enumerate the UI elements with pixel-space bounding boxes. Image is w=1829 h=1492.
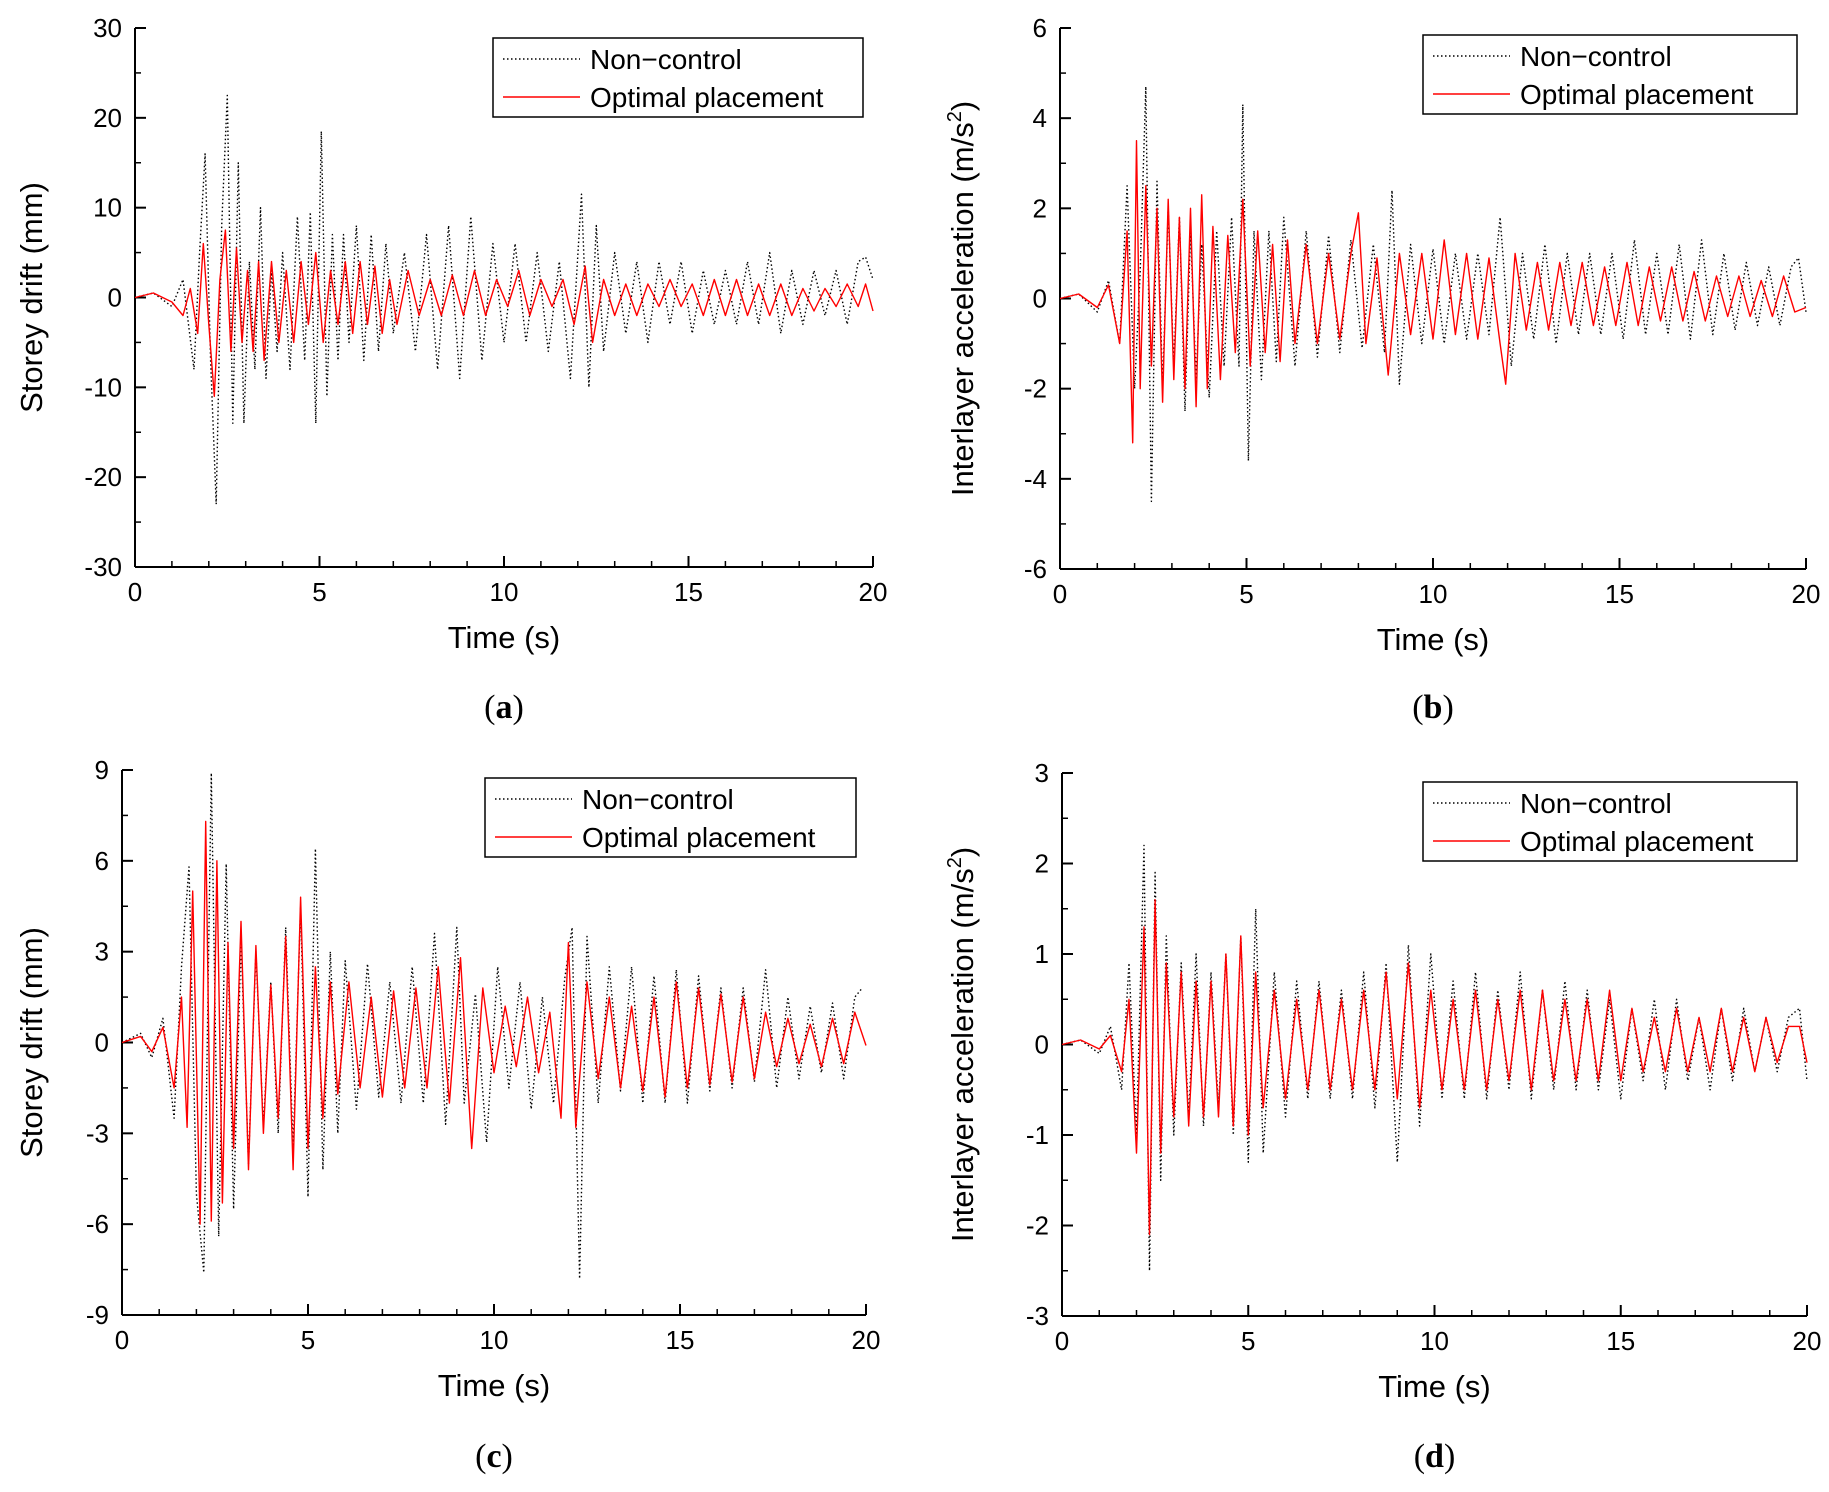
y-tick-label: 9 xyxy=(95,755,109,785)
legend-label: Optimal placement xyxy=(590,82,824,113)
y-tick-label: 30 xyxy=(93,13,122,43)
legend-box xyxy=(484,777,857,858)
y-tick-label: 0 xyxy=(1033,284,1047,314)
y-tick-label: -20 xyxy=(84,462,122,492)
y-axis-title: Interlayer acceleration (m/s2) xyxy=(944,847,980,1242)
x-tick-label: 15 xyxy=(674,577,703,607)
x-tick-label: 5 xyxy=(312,577,326,607)
x-tick-label: 20 xyxy=(1793,1326,1822,1356)
y-tick-label: 3 xyxy=(1035,758,1049,788)
legend: Non−control Optimal placement xyxy=(484,777,857,858)
y-tick-label: -3 xyxy=(86,1118,109,1148)
series-line-optimal-placement xyxy=(1061,899,1808,1236)
panel-label: (b) xyxy=(1412,689,1454,726)
x-tick-label: 10 xyxy=(490,577,519,607)
chart-panel-d: 0 5 10 15 20 -3 -2 -1 0 1 2 3 Time (s) Interlayer acc… xyxy=(944,758,1821,1475)
y-tick-label: -1 xyxy=(1026,1120,1049,1150)
x-tick-label: 0 xyxy=(1055,1326,1069,1356)
x-tick-label: 20 xyxy=(852,1325,881,1355)
x-axis-title: Time (s) xyxy=(438,1368,551,1403)
x-tick-label: 20 xyxy=(859,577,888,607)
y-axis-title: Storey drift (mm) xyxy=(14,927,49,1158)
x-tick-label: 10 xyxy=(480,1325,509,1355)
panel-label: (a) xyxy=(484,689,524,726)
chart-panel-c: 0 5 10 15 20 -9 -6 -3 0 3 6 9 Time (s) Storey drift (… xyxy=(14,755,880,1475)
y-tick-label: 10 xyxy=(93,193,122,223)
legend-label: Optimal placement xyxy=(1520,826,1754,857)
legend-label: Non−control xyxy=(590,44,742,75)
legend: Non−control Optimal placement xyxy=(1422,781,1798,862)
legend-label: Non−control xyxy=(1520,788,1672,819)
legend: Non−control Optimal placement xyxy=(492,37,864,118)
y-tick-label: -3 xyxy=(1026,1301,1049,1331)
y-tick-label: 0 xyxy=(108,283,122,313)
y-tick-label: -4 xyxy=(1024,464,1047,494)
y-tick-label: 4 xyxy=(1033,103,1047,133)
legend-label: Optimal placement xyxy=(1520,79,1754,110)
x-tick-label: 20 xyxy=(1792,579,1821,609)
series-line-optimal-placement xyxy=(121,820,867,1225)
x-tick-label: 5 xyxy=(301,1325,315,1355)
legend-box xyxy=(492,37,864,118)
y-tick-label: -6 xyxy=(86,1209,109,1239)
x-axis-title: Time (s) xyxy=(448,620,561,655)
y-tick-label: -9 xyxy=(86,1300,109,1330)
chart-panel-a: 0 5 10 15 20 -30 -20 -10 0 10 20 30 Time (s) Storey d… xyxy=(14,13,887,726)
legend-box xyxy=(1422,34,1798,115)
panel-label: (c) xyxy=(475,1438,513,1475)
series-line-optimal-placement xyxy=(134,229,874,397)
y-tick-label: 3 xyxy=(95,937,109,967)
y-tick-label: 0 xyxy=(1035,1030,1049,1060)
y-tick-label: -6 xyxy=(1024,554,1047,584)
x-tick-label: 15 xyxy=(1606,1326,1635,1356)
y-tick-label: 0 xyxy=(95,1028,109,1058)
x-tick-label: 10 xyxy=(1420,1326,1449,1356)
y-tick-label: -30 xyxy=(84,552,122,582)
y-tick-label: 2 xyxy=(1033,193,1047,223)
x-tick-label: 10 xyxy=(1419,579,1448,609)
x-tick-label: 15 xyxy=(1605,579,1634,609)
y-tick-label: -2 xyxy=(1026,1211,1049,1241)
y-tick-label: 2 xyxy=(1035,849,1049,879)
panel-label: (d) xyxy=(1414,1438,1456,1475)
series-line-non-control xyxy=(1059,85,1807,503)
x-tick-label: 0 xyxy=(115,1325,129,1355)
y-tick-label: 6 xyxy=(95,846,109,876)
series-line-optimal-placement xyxy=(1059,139,1807,444)
x-tick-label: 5 xyxy=(1241,1326,1255,1356)
y-tick-label: -10 xyxy=(84,372,122,402)
y-tick-label: 1 xyxy=(1035,939,1049,969)
x-axis-title: Time (s) xyxy=(1377,622,1490,657)
legend-label: Non−control xyxy=(1520,41,1672,72)
x-tick-label: 5 xyxy=(1239,579,1253,609)
y-axis-title: Storey drift (mm) xyxy=(14,182,49,413)
legend-label: Optimal placement xyxy=(582,822,816,853)
series-line-non-control xyxy=(121,772,863,1280)
y-axis-title: Interlayer acceleration (m/s2) xyxy=(944,101,980,496)
x-tick-label: 0 xyxy=(128,577,142,607)
y-tick-label: 6 xyxy=(1033,13,1047,43)
legend-box xyxy=(1422,781,1798,862)
x-tick-label: 15 xyxy=(666,1325,695,1355)
chart-panel-b: 0 5 10 15 20 -6 -4 -2 0 2 4 6 Time (s) Interlayer acc… xyxy=(944,13,1820,726)
y-tick-label: -2 xyxy=(1024,374,1047,404)
series-line-non-control xyxy=(1061,844,1808,1272)
x-tick-label: 0 xyxy=(1053,579,1067,609)
y-tick-label: 20 xyxy=(93,103,122,133)
legend-label: Non−control xyxy=(582,784,734,815)
x-axis-title: Time (s) xyxy=(1378,1369,1491,1404)
legend: Non−control Optimal placement xyxy=(1422,34,1798,115)
